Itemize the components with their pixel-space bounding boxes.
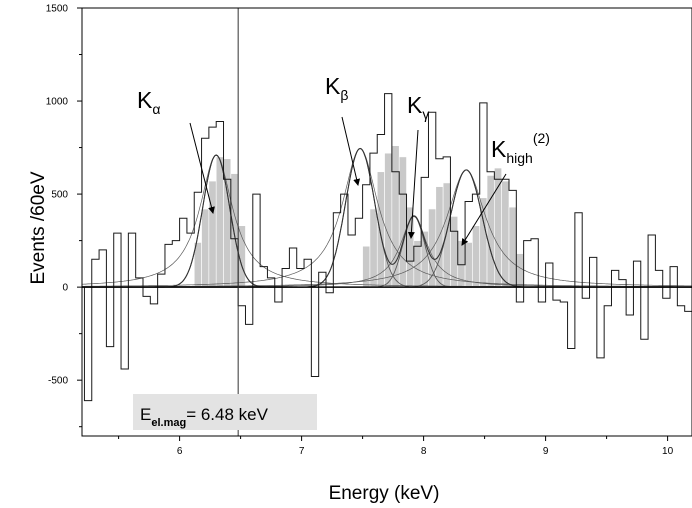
- shaded-bin: [501, 180, 510, 288]
- y-tick-label: -500: [48, 376, 68, 387]
- peak-label: Kα: [137, 87, 160, 117]
- y-tick-label: 1000: [46, 97, 69, 108]
- y-axis-title: Events /60eV: [28, 171, 49, 284]
- shaded-bin: [398, 156, 407, 288]
- shaded-bin: [230, 173, 239, 288]
- energy-inset-sub: el.mag: [151, 417, 186, 429]
- peak-label-sub: γ: [422, 106, 429, 122]
- shaded-bin: [413, 240, 422, 288]
- histogram-steps: [83, 93, 692, 402]
- shaded-bin: [215, 156, 224, 288]
- shaded-bin: [208, 180, 217, 288]
- x-tick-label: 7: [299, 446, 305, 457]
- plot-frame: [81, 7, 692, 437]
- x-tick-label: 8: [421, 446, 427, 457]
- peak-label-main: K: [137, 87, 153, 113]
- peak-label-main: K: [325, 73, 341, 99]
- peak-label-sup: (2): [533, 130, 550, 146]
- energy-inset-main: E: [140, 405, 151, 424]
- peak-arrow: [461, 173, 507, 246]
- peak-label-main: K: [407, 92, 423, 118]
- shaded-bin: [450, 216, 459, 288]
- shaded-bin: [369, 208, 378, 288]
- y-tick-label: 500: [51, 190, 68, 201]
- shaded-bin: [472, 225, 481, 288]
- peak-label: Khigh(2): [491, 130, 550, 166]
- peak-label-sub: high: [506, 150, 532, 166]
- shaded-fit-area: [193, 145, 524, 288]
- shaded-bin: [494, 167, 502, 288]
- peak-label-sub: β: [340, 87, 348, 103]
- shaded-bin: [391, 145, 400, 288]
- peak-label-sub: α: [152, 101, 160, 117]
- peak-label: Kγ: [407, 92, 429, 122]
- shaded-bin: [508, 206, 517, 288]
- shaded-bin: [376, 171, 385, 288]
- energy-inset-label: Eel.mag= 6.48 keV: [140, 405, 269, 429]
- peak-envelope-curve: [82, 169, 692, 288]
- peak-arrow: [341, 116, 361, 186]
- x-axis-title: Energy (keV): [329, 483, 440, 504]
- axes: 6 7 8 9 10 -500 0 500 1000 1500: [46, 4, 674, 458]
- shaded-bin: [384, 152, 393, 288]
- peak-envelope-curve: [82, 148, 692, 287]
- y-tick-label: 1500: [46, 4, 69, 15]
- x-tick-label: 10: [662, 446, 674, 457]
- shaded-bin: [435, 186, 444, 288]
- x-tick-label: 9: [543, 446, 549, 457]
- peak-arrow: [189, 122, 215, 214]
- energy-inset: Eel.mag= 6.48 keV: [133, 394, 317, 430]
- peak-label: Kβ: [325, 73, 348, 103]
- shaded-bin: [201, 208, 210, 288]
- x-tick-label: 6: [177, 446, 183, 457]
- shaded-bin: [486, 175, 495, 288]
- peak-label-main: K: [491, 136, 507, 162]
- energy-inset-value: = 6.48 keV: [186, 405, 268, 424]
- y-tick-label: 0: [62, 283, 68, 294]
- energy-inset-box: [133, 394, 317, 430]
- peak-arrow: [407, 129, 419, 239]
- shaded-bin: [516, 253, 524, 288]
